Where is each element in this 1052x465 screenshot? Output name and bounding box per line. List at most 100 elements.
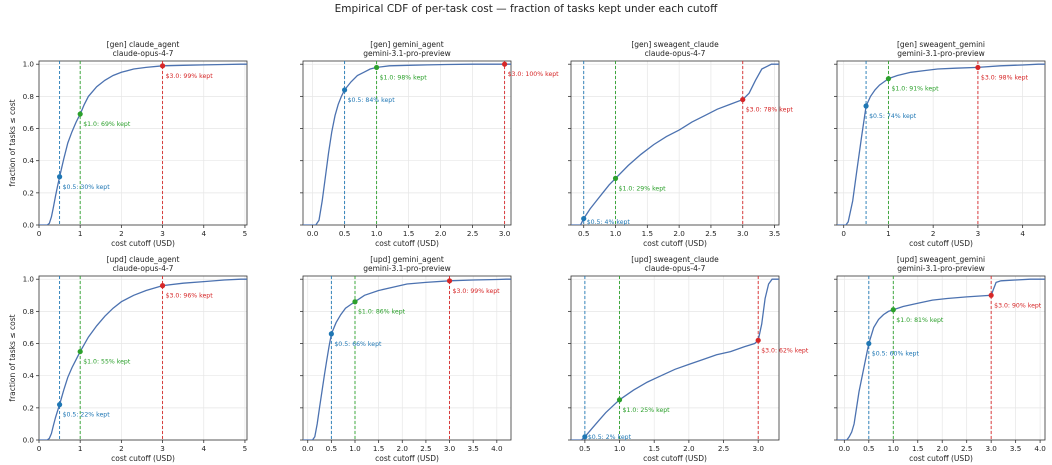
cutoff-label: $1.0: 69% kept	[83, 121, 131, 128]
panel-5: 0.0 0.5 1.0 1.5 2.0 2.5 3.0 3.5 4.0 [upd] gemini_…	[300, 255, 512, 463]
panel-0: 0 1 2 3 4 5 0.0 0.2 0.4 0.6 0.8 1.0 [gen] claude_age…	[8, 40, 248, 248]
x-tick-label: 3	[160, 229, 165, 238]
y-tick-label: 0.8	[23, 92, 35, 101]
panel-4: 0 1 2 3 4 5 0.0 0.2 0.4 0.6 0.8 1.0 [upd] claude_age…	[8, 255, 248, 463]
cutoff-point	[885, 76, 892, 82]
cutoff-label: $1.0: 29% kept	[619, 185, 667, 192]
x-tick-label: 1.0	[610, 229, 622, 238]
x-axis-label: cost cutoff (USD)	[375, 454, 439, 463]
x-tick-label: 0.5	[863, 444, 874, 453]
cutoff-label: $1.0: 98% kept	[380, 74, 428, 81]
panel-title: [gen] claude_agent	[107, 40, 180, 49]
plot-frame	[38, 60, 248, 226]
y-tick-label: 0.8	[23, 307, 35, 316]
x-tick-label: 4.0	[491, 444, 503, 453]
x-tick-label: 0.5	[578, 229, 589, 238]
cutoff-point	[502, 61, 508, 67]
cdf-curve	[571, 278, 779, 440]
panel-subtitle: claude-opus-4-7	[645, 49, 706, 58]
y-tick-label: 1.0	[23, 60, 35, 69]
x-tick-label: 4.0	[1034, 444, 1046, 453]
panel-title: [gen] gemini_agent	[370, 40, 443, 49]
x-axis-label: cost cutoff (USD)	[111, 239, 175, 248]
cutoff-point	[975, 64, 981, 71]
cutoff-point	[56, 174, 63, 180]
x-tick-label: 2.0	[397, 444, 409, 453]
cutoff-label: $3.0: 90% kept	[994, 302, 1042, 309]
cutoff-label: $0.5: 30% kept	[63, 184, 111, 191]
x-tick-label: 3.0	[985, 444, 997, 453]
y-tick-label: 0.0	[23, 436, 35, 445]
cutoff-label: $0.5: 4% kept	[587, 219, 631, 226]
cutoff-label: $3.0: 99% kept	[166, 73, 214, 80]
panel-title: [upd] sweagent_claude	[631, 255, 719, 264]
panel-subtitle: claude-opus-4-7	[645, 264, 706, 273]
panel-subtitle: gemini-3.1-pro-preview	[897, 264, 985, 273]
cutoff-point	[77, 348, 83, 355]
x-tick-label: 2.5	[961, 444, 972, 453]
x-tick-label: 3	[160, 444, 165, 453]
cutoff-label: $1.0: 86% kept	[358, 309, 406, 316]
panel-3: 0 1 2 3 4 [gen] sweagent_geminigemini-3.1-pro…	[834, 40, 1046, 248]
x-tick-label: 3.0	[444, 444, 456, 453]
panel-7: 0.0 0.5 1.0 1.5 2.0 2.5 3.0 3.5 4.0 [upd] sweagen…	[834, 255, 1046, 463]
x-axis-label: cost cutoff (USD)	[111, 454, 175, 463]
y-axis-label: fraction of tasks ≤ cost	[8, 99, 17, 186]
x-axis-label: cost cutoff (USD)	[909, 239, 973, 248]
plot-frame	[836, 275, 1046, 441]
x-tick-label: 2	[119, 229, 124, 238]
x-tick-label: 1.0	[888, 444, 900, 453]
y-tick-label: 0.2	[23, 403, 34, 412]
cutoff-label: $0.5: 2% kept	[588, 434, 632, 441]
panel-1: 0.0 0.5 1.0 1.5 2.0 2.5 3.0 [gen] gemini_agentg…	[300, 40, 559, 248]
cutoff-point	[616, 397, 623, 403]
x-tick-label: 1.5	[912, 444, 923, 453]
x-tick-label: 0.5	[326, 444, 337, 453]
cdf-curve	[303, 63, 511, 225]
cdf-curve	[303, 278, 511, 440]
x-tick-label: 0.0	[839, 444, 851, 453]
x-tick-label: 2.5	[420, 444, 431, 453]
cutoff-point	[581, 215, 587, 222]
x-axis-label: cost cutoff (USD)	[909, 454, 973, 463]
x-tick-label: 2.5	[705, 229, 716, 238]
cutoff-point	[582, 434, 588, 440]
cutoff-label: $0.5: 66% kept	[334, 341, 382, 348]
cutoff-label: $0.5: 84% kept	[348, 97, 396, 104]
plot-frame	[570, 275, 780, 441]
cdf-curve	[39, 63, 247, 225]
panel-title: [upd] claude_agent	[107, 255, 180, 264]
cutoff-point	[56, 402, 63, 408]
cutoff-point	[740, 96, 746, 103]
x-axis-label: cost cutoff (USD)	[643, 454, 707, 463]
x-tick-label: 1.5	[403, 229, 414, 238]
cutoff-label: $3.0: 78% kept	[746, 107, 794, 114]
cutoff-point	[612, 175, 619, 181]
cutoff-point	[988, 292, 994, 298]
cutoff-label: $0.5: 60% kept	[872, 351, 920, 358]
cutoff-point	[77, 111, 83, 117]
x-tick-label: 3.5	[1010, 444, 1021, 453]
x-tick-label: 1.0	[371, 229, 383, 238]
x-tick-label: 0	[37, 444, 42, 453]
x-tick-label: 0.5	[579, 444, 590, 453]
x-axis-label: cost cutoff (USD)	[375, 239, 439, 248]
cutoff-point	[352, 299, 358, 305]
x-tick-label: 0	[37, 229, 42, 238]
x-tick-label: 3	[976, 229, 981, 238]
cdf-curve	[39, 278, 247, 440]
cutoff-label: $1.0: 81% kept	[896, 317, 944, 324]
x-tick-label: 3.0	[752, 444, 764, 453]
figure-title: Empirical CDF of per-task cost — fractio…	[335, 3, 718, 15]
cutoff-point	[866, 340, 872, 347]
cutoff-point	[863, 103, 869, 109]
x-tick-label: 3.5	[769, 229, 780, 238]
panel-subtitle: claude-opus-4-7	[113, 49, 174, 58]
x-tick-label: 0.0	[302, 444, 314, 453]
cdf-curve	[837, 63, 1045, 225]
cutoff-point	[446, 278, 453, 284]
plot-frame	[570, 60, 780, 226]
cutoff-point	[159, 283, 166, 289]
cutoff-label: $3.0: 62% kept	[761, 347, 809, 354]
